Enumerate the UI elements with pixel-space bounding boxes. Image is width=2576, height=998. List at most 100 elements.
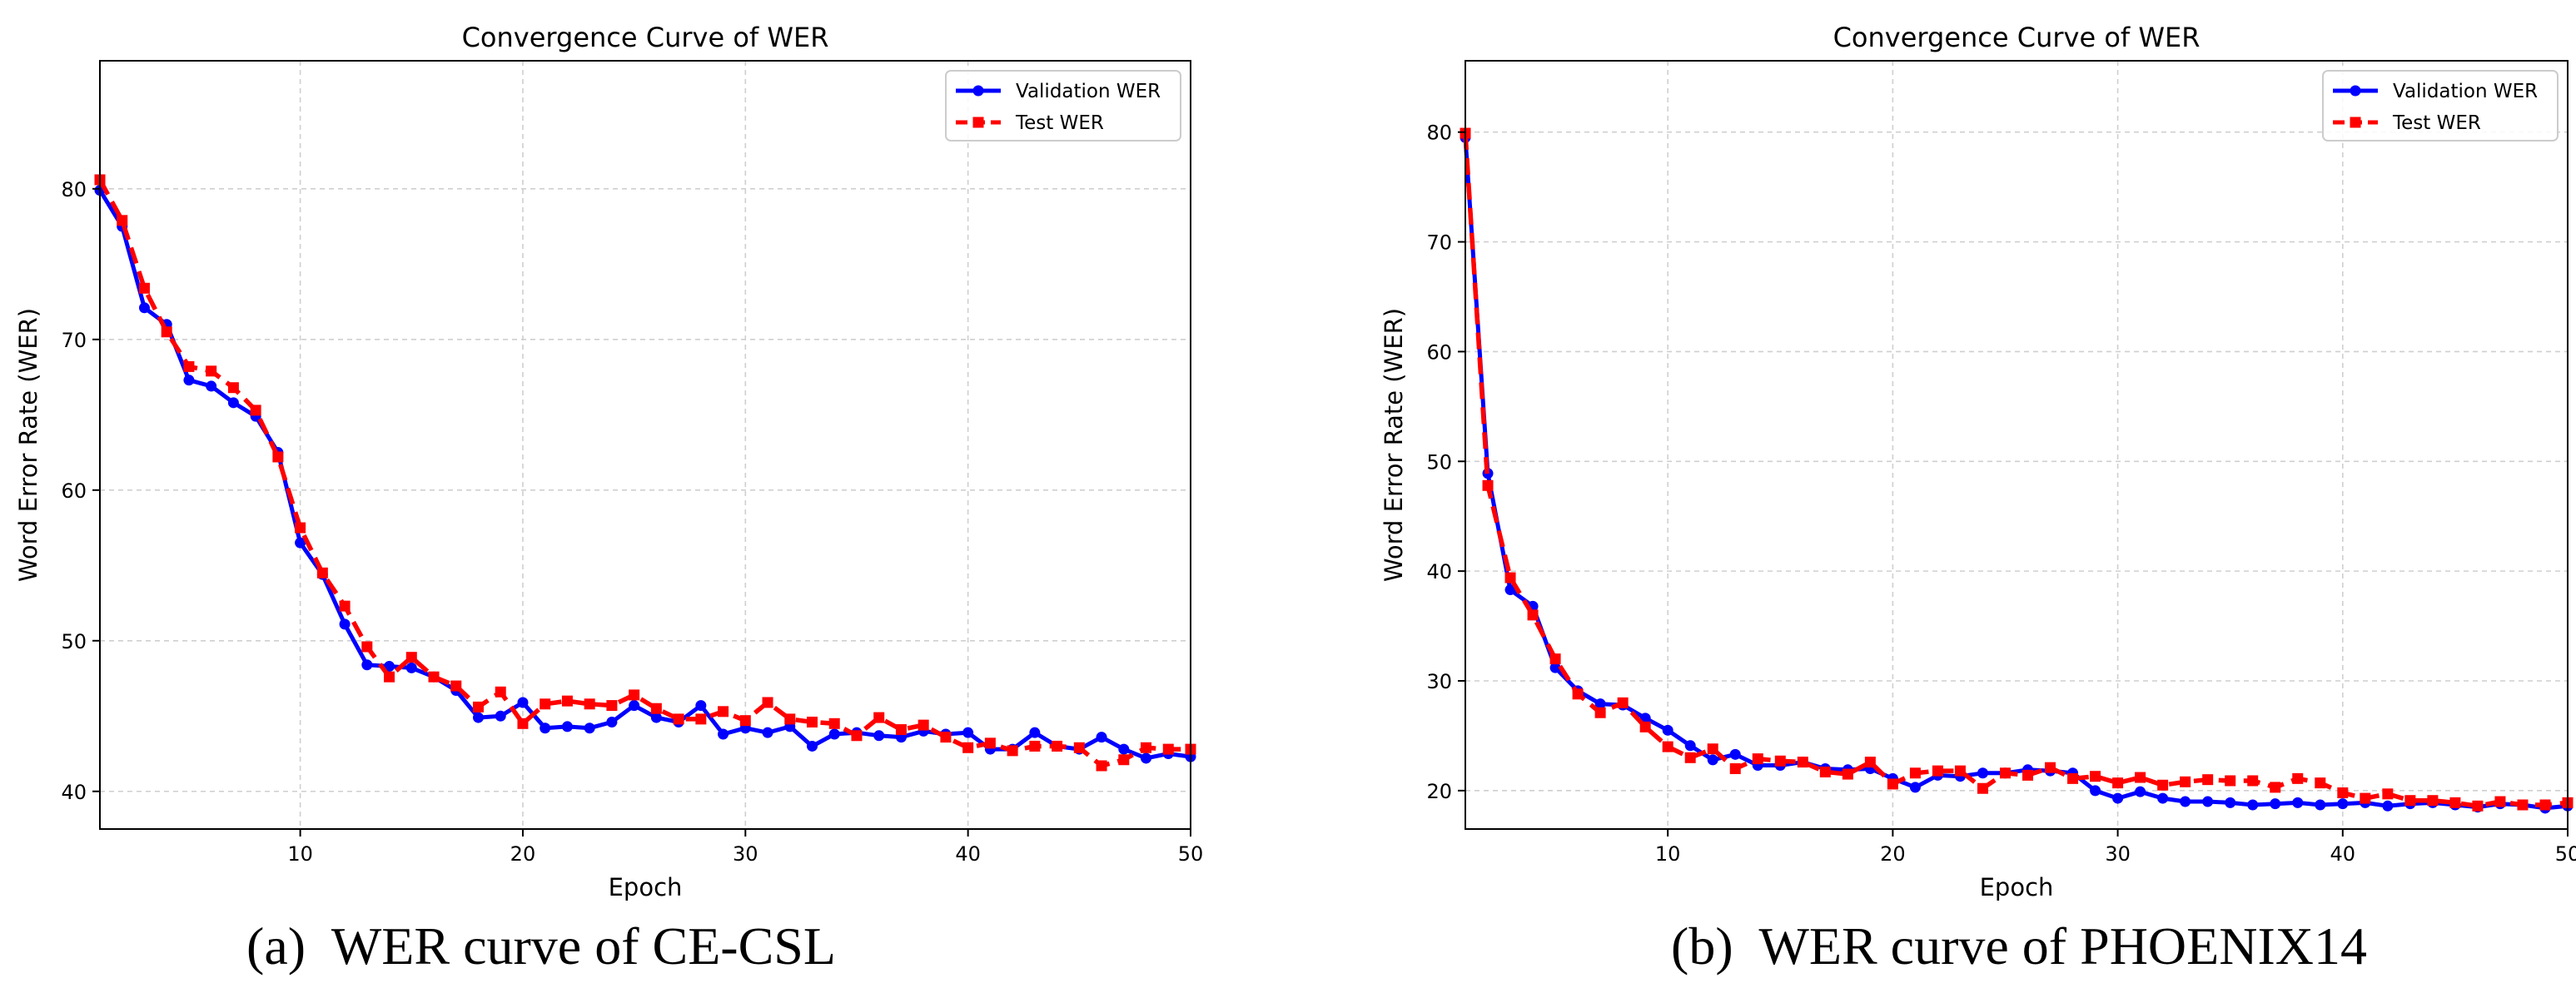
y-tick-label: 60 bbox=[61, 479, 87, 503]
validation-wer-point bbox=[1141, 752, 1152, 764]
x-tick-label: 30 bbox=[733, 842, 758, 866]
validation-wer-point bbox=[695, 700, 707, 712]
test-wer-point bbox=[718, 706, 729, 717]
y-axis-label: Word Error Rate (WER) bbox=[14, 308, 42, 582]
legend-validation-marker bbox=[972, 85, 984, 97]
test-wer-point bbox=[918, 719, 929, 731]
test-wer-point bbox=[606, 700, 618, 712]
validation-wer-point bbox=[561, 721, 573, 732]
test-wer-point bbox=[1118, 754, 1130, 766]
validation-wer-point bbox=[405, 662, 417, 673]
validation-wer-point bbox=[517, 697, 529, 708]
test-wer-point bbox=[584, 698, 595, 710]
test-wer-point bbox=[495, 686, 506, 698]
validation-wer-point bbox=[472, 712, 484, 723]
test-wer-point bbox=[873, 712, 885, 723]
test-wer-point bbox=[1052, 740, 1063, 752]
test-wer-point bbox=[450, 680, 462, 692]
test-wer-point bbox=[561, 695, 573, 707]
test-wer-point bbox=[384, 671, 395, 683]
test-wer-point bbox=[117, 215, 128, 226]
test-wer-point bbox=[339, 600, 351, 612]
y-tick-label: 70 bbox=[61, 329, 87, 352]
validation-wer-point bbox=[206, 380, 217, 392]
x-tick-label: 40 bbox=[955, 842, 981, 866]
validation-wer-point bbox=[873, 730, 885, 742]
test-wer-point bbox=[1162, 743, 1174, 755]
x-axis-label: Epoch bbox=[609, 873, 683, 901]
validation-wer-point bbox=[339, 618, 351, 630]
test-wer-point bbox=[1096, 760, 1107, 772]
legend-validation-label: Validation WER bbox=[1016, 81, 1161, 102]
test-wer-point bbox=[272, 451, 284, 463]
validation-wer-line bbox=[97, 189, 1191, 761]
validation-wer-point bbox=[650, 712, 662, 723]
validation-wer-point bbox=[606, 717, 618, 728]
test-wer-point bbox=[183, 360, 195, 372]
legend-test-label: Test WER bbox=[1015, 112, 1104, 134]
test-wer-point bbox=[762, 697, 773, 708]
test-wer-point bbox=[1073, 742, 1085, 753]
test-wer-point bbox=[1141, 742, 1152, 753]
validation-wer-point bbox=[1096, 732, 1107, 743]
test-wer-point bbox=[227, 382, 239, 394]
test-wer-point bbox=[517, 717, 529, 729]
test-wer-point bbox=[540, 698, 551, 710]
y-tick-label: 40 bbox=[61, 781, 87, 804]
validation-wer-point bbox=[138, 302, 150, 314]
test-wer-line bbox=[97, 178, 1191, 768]
validation-wer-point bbox=[718, 728, 729, 740]
test-wer-point bbox=[1007, 745, 1018, 757]
validation-wer-point bbox=[962, 727, 974, 738]
validation-wer-point bbox=[762, 727, 773, 738]
validation-wer-point bbox=[1029, 727, 1041, 738]
test-wer-point bbox=[161, 326, 172, 338]
x-tick-label: 20 bbox=[510, 842, 536, 866]
x-tick-label: 10 bbox=[287, 842, 313, 866]
validation-wer-point bbox=[1118, 743, 1130, 755]
test-wer-point bbox=[784, 713, 796, 725]
test-wer-point bbox=[940, 732, 952, 743]
chart-title: Convergence Curve of WER bbox=[462, 22, 829, 53]
test-wer-point bbox=[962, 742, 974, 753]
test-wer-point bbox=[138, 282, 150, 294]
test-wer-point bbox=[807, 717, 818, 728]
test-wer-point bbox=[316, 567, 328, 578]
test-wer-point bbox=[428, 671, 440, 683]
validation-wer-point bbox=[807, 740, 818, 752]
test-wer-point bbox=[295, 522, 306, 534]
test-wer-point bbox=[650, 703, 662, 714]
test-wer-point bbox=[673, 713, 684, 725]
test-wer-point bbox=[895, 724, 907, 736]
test-wer-point bbox=[828, 717, 840, 729]
test-wer-point bbox=[695, 713, 707, 725]
caption-ce-csl: (a) WER curve of CE-CSL bbox=[246, 916, 836, 976]
validation-wer-point bbox=[495, 710, 506, 722]
validation-wer-point bbox=[183, 375, 195, 386]
test-wer-point bbox=[405, 652, 417, 663]
validation-wer-point bbox=[227, 397, 239, 409]
validation-wer-point bbox=[584, 722, 595, 734]
test-wer-point bbox=[851, 730, 863, 742]
test-wer-point bbox=[629, 689, 640, 701]
test-wer-point bbox=[739, 715, 751, 727]
validation-wer-point bbox=[384, 661, 395, 673]
y-tick-label: 50 bbox=[61, 630, 87, 653]
plot-frame bbox=[99, 60, 1191, 830]
test-wer-point bbox=[984, 737, 996, 749]
validation-wer-point bbox=[540, 722, 551, 734]
validation-wer-point bbox=[295, 537, 306, 549]
validation-wer-point bbox=[828, 728, 840, 740]
test-wer-point bbox=[361, 641, 373, 653]
validation-wer-point bbox=[629, 700, 640, 712]
wer-chart-ce-csl: 10 20 30 40 50 40 50 60 70 80 Convergence Curve of… bbox=[14, 22, 1204, 901]
y-tick-label: 80 bbox=[61, 178, 87, 201]
legend-box bbox=[945, 70, 1181, 142]
legend-test-marker bbox=[972, 117, 984, 128]
validation-wer-point bbox=[361, 659, 373, 671]
test-wer-point bbox=[206, 365, 217, 377]
x-tick-label: 50 bbox=[1178, 842, 1204, 866]
test-wer-point bbox=[472, 701, 484, 713]
test-wer-point bbox=[250, 405, 261, 416]
